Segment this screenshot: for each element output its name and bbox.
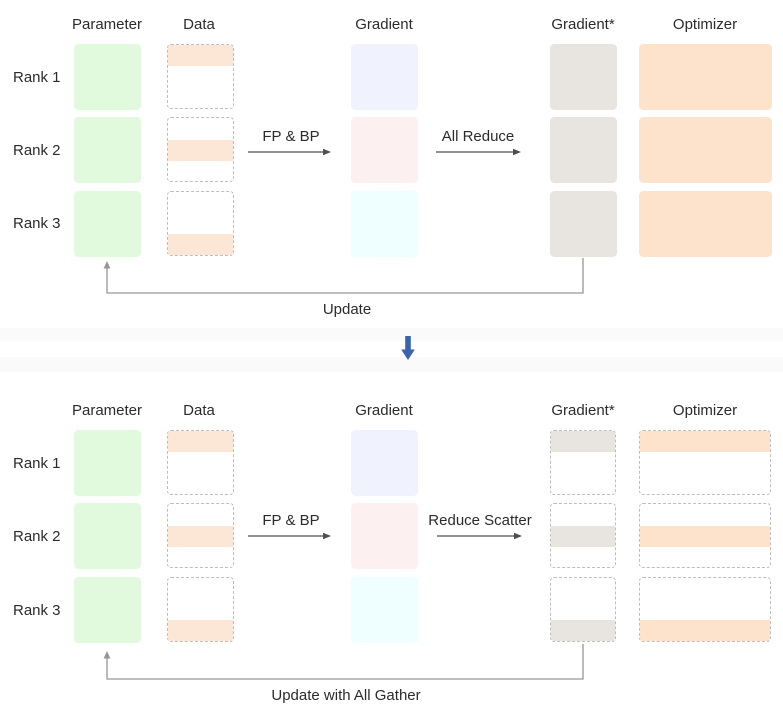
top-gradient-star-box-rank1 (550, 44, 617, 110)
bottom-header-gradient: Gradient (355, 402, 413, 419)
bottom-data-box-rank1 (167, 430, 234, 495)
bottom-data-shard-rank1 (168, 431, 233, 452)
top-update-arrow (103, 258, 584, 294)
bottom-rank-1-label: Rank 1 (13, 455, 61, 472)
bottom-header-data: Data (183, 402, 215, 419)
top-rank-1-label: Rank 1 (13, 69, 61, 86)
top-fp-bp-arrow (248, 148, 331, 156)
bottom-optimizer-box-rank2 (639, 503, 771, 568)
bottom-gradient-box-rank2 (351, 503, 418, 569)
top-data-box-rank2 (167, 117, 234, 182)
bottom-header-gradient-star: Gradient* (551, 402, 615, 419)
bottom-update-arrow (103, 644, 584, 680)
top-update-label: Update (322, 301, 372, 318)
bottom-optimizer-shard-rank2 (640, 525, 770, 547)
bottom-gradient-star-box-rank3 (550, 577, 616, 642)
bottom-data-box-rank2 (167, 503, 234, 568)
bottom-reduce-scatter-arrow (437, 532, 522, 540)
bottom-header-parameter: Parameter (71, 402, 143, 419)
top-gradient-star-box-rank3 (550, 191, 617, 257)
top-gradient-star-box-rank2 (550, 117, 617, 183)
top-data-box-rank3 (167, 191, 234, 256)
top-all-reduce-label: All Reduce (441, 128, 515, 145)
bottom-gradient-star-shard-rank1 (551, 431, 615, 452)
top-header-gradient-star: Gradient* (551, 16, 615, 33)
bottom-fp-bp-label: FP & BP (262, 512, 320, 529)
bottom-update-label: Update with All Gather (271, 687, 421, 704)
bottom-data-shard-rank2 (168, 525, 233, 547)
top-header-parameter: Parameter (71, 16, 143, 33)
divider-band-bottom (0, 357, 783, 372)
bottom-optimizer-box-rank1 (639, 430, 771, 495)
top-optimizer-box-rank3 (639, 191, 772, 257)
top-rank-2-label: Rank 2 (13, 142, 61, 159)
top-parameter-box-rank2 (74, 117, 141, 183)
bottom-gradient-star-shard-rank2 (551, 525, 615, 547)
top-header-data: Data (183, 16, 215, 33)
top-all-reduce-arrow (436, 148, 521, 156)
top-gradient-box-rank1 (351, 44, 418, 110)
top-data-box-rank1 (167, 44, 234, 109)
top-optimizer-box-rank2 (639, 117, 772, 183)
bottom-rank-2-label: Rank 2 (13, 528, 61, 545)
bottom-parameter-box-rank2 (74, 503, 141, 569)
bottom-gradient-star-box-rank1 (550, 430, 616, 495)
top-parameter-box-rank1 (74, 44, 141, 110)
top-data-shard-rank1 (168, 45, 233, 66)
top-optimizer-box-rank1 (639, 44, 772, 110)
bottom-parameter-box-rank1 (74, 430, 141, 496)
top-header-optimizer: Optimizer (672, 16, 738, 33)
top-gradient-box-rank3 (351, 191, 418, 257)
divider-band-top (0, 328, 783, 341)
bottom-optimizer-box-rank3 (639, 577, 771, 642)
bottom-gradient-box-rank1 (351, 430, 418, 496)
top-fp-bp-label: FP & BP (262, 128, 320, 145)
top-gradient-box-rank2 (351, 117, 418, 183)
bottom-gradient-star-shard-rank3 (551, 620, 615, 641)
top-data-shard-rank3 (168, 234, 233, 255)
bottom-fp-bp-arrow (248, 532, 331, 540)
bottom-optimizer-shard-rank1 (640, 431, 770, 452)
bottom-optimizer-shard-rank3 (640, 620, 770, 641)
bottom-gradient-star-box-rank2 (550, 503, 616, 568)
top-parameter-box-rank3 (74, 191, 141, 257)
bottom-gradient-box-rank3 (351, 577, 418, 643)
bottom-data-box-rank3 (167, 577, 234, 642)
bottom-header-optimizer: Optimizer (672, 402, 738, 419)
bottom-parameter-box-rank3 (74, 577, 141, 643)
bottom-data-shard-rank3 (168, 620, 233, 641)
top-header-gradient: Gradient (355, 16, 413, 33)
bottom-reduce-scatter-label: Reduce Scatter (428, 512, 532, 529)
bottom-rank-3-label: Rank 3 (13, 602, 61, 619)
top-rank-3-label: Rank 3 (13, 215, 61, 232)
top-data-shard-rank2 (168, 139, 233, 161)
